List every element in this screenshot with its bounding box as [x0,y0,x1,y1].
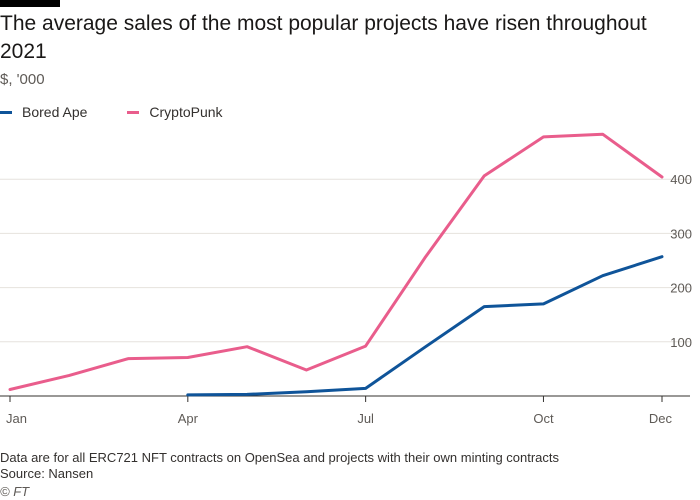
chart-title: The average sales of the most popular pr… [0,12,647,63]
copyright: © FT [0,484,30,499]
x-tick-label-dec: Dec [649,411,673,426]
legend-label-cryptopunk: CryptoPunk [149,104,223,120]
x-tick-label-apr: Apr [178,411,199,426]
x-tick-label-oct: Oct [533,411,554,426]
series-line-bored-ape [186,255,664,397]
legend-swatch-bored-ape [0,110,12,114]
ft-top-bar [0,0,60,7]
legend-item-bored-ape: Bored Ape [0,104,87,120]
y-tick-label-100: 100 [670,335,692,350]
y-tick-label-200: 200 [670,281,692,296]
series-line-cryptopunk [8,132,664,391]
y-tick-label-300: 300 [670,226,692,241]
x-tick-label-jul: Jul [357,411,374,426]
x-tick-label-jan: Jan [6,411,27,426]
legend-item-cryptopunk: CryptoPunk [127,104,223,120]
line-chart: 100 200 300 400 Jan Apr Jul Oct Dec [0,132,692,426]
source-line: Source: Nansen [0,466,94,481]
legend-swatch-cryptopunk [127,110,140,114]
legend: Bored Ape CryptoPunk [0,104,223,120]
legend-label-bored-ape: Bored Ape [22,104,88,120]
chart-subtitle: $, '000 [0,71,45,88]
y-tick-label-400: 400 [670,172,692,187]
footnote: Data are for all ERC721 NFT contracts on… [0,450,560,465]
